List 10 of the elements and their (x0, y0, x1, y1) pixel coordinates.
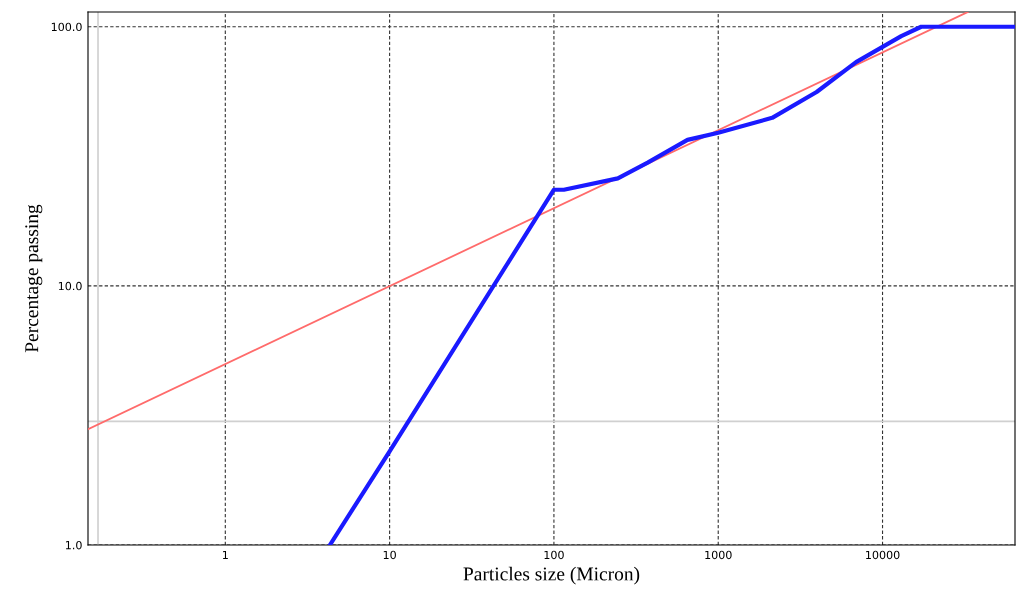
x-tick-label: 10000 (866, 550, 900, 560)
x-tick-label: 1000 (705, 550, 732, 560)
y-tick-label: 1.0 (65, 540, 82, 550)
x-tick-label: 100 (544, 550, 564, 560)
x-tick-label: 1 (222, 550, 228, 559)
x-axis-title: Particles size (Micron) (463, 566, 640, 585)
y-tick-label: 100.0 (51, 22, 82, 32)
x-tick-label: 10 (383, 550, 396, 560)
y-tick-label: 10.0 (58, 281, 82, 291)
y-axis-title: Percentage passing (25, 204, 43, 353)
